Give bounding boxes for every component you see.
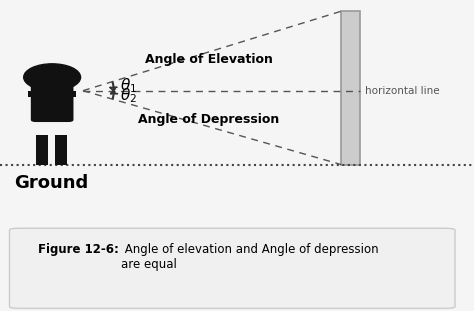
Text: Figure 12-6:: Figure 12-6: (38, 243, 119, 256)
FancyBboxPatch shape (9, 228, 455, 309)
Bar (28, 91, 76, 97)
Bar (36, 136, 48, 165)
Text: Angle of Depression: Angle of Depression (138, 113, 279, 126)
Text: Angle of elevation and Angle of depression
are equal: Angle of elevation and Angle of depressi… (121, 243, 379, 271)
Bar (55, 136, 67, 165)
Text: $\theta_2$: $\theta_2$ (120, 86, 137, 105)
Bar (341, 11, 360, 165)
Text: $\theta_1$: $\theta_1$ (120, 76, 137, 95)
Text: Angle of Elevation: Angle of Elevation (145, 53, 273, 66)
FancyBboxPatch shape (31, 73, 73, 122)
Text: horizontal line: horizontal line (365, 86, 439, 96)
Circle shape (24, 64, 81, 91)
Text: Ground: Ground (14, 174, 89, 192)
